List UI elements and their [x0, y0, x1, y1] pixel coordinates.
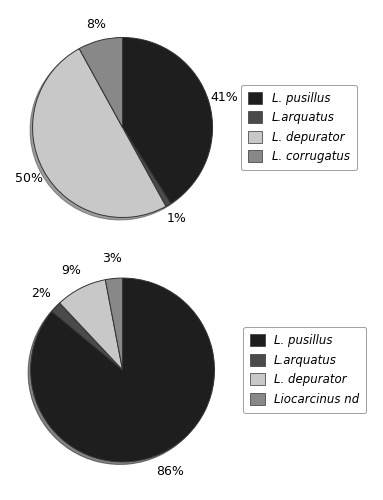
Legend: L. pusillus, L.arquatus, L. depurator, Liocarcinus nd: L. pusillus, L.arquatus, L. depurator, L… — [243, 327, 367, 413]
Wedge shape — [33, 48, 166, 217]
Legend: L. pusillus, L.arquatus, L. depurator, L. corrugatus: L. pusillus, L.arquatus, L. depurator, L… — [241, 84, 357, 170]
Wedge shape — [105, 278, 123, 370]
Wedge shape — [31, 278, 214, 462]
Wedge shape — [52, 303, 123, 370]
Text: 86%: 86% — [156, 465, 184, 478]
Text: 50%: 50% — [15, 172, 44, 185]
Text: 9%: 9% — [62, 264, 82, 276]
Text: 3%: 3% — [102, 252, 122, 265]
Text: 41%: 41% — [211, 92, 239, 104]
Wedge shape — [123, 38, 213, 203]
Wedge shape — [60, 280, 123, 370]
Text: 1%: 1% — [167, 212, 187, 226]
Wedge shape — [79, 38, 123, 128]
Wedge shape — [123, 128, 171, 206]
Text: 2%: 2% — [31, 286, 51, 300]
Text: 8%: 8% — [86, 18, 106, 31]
